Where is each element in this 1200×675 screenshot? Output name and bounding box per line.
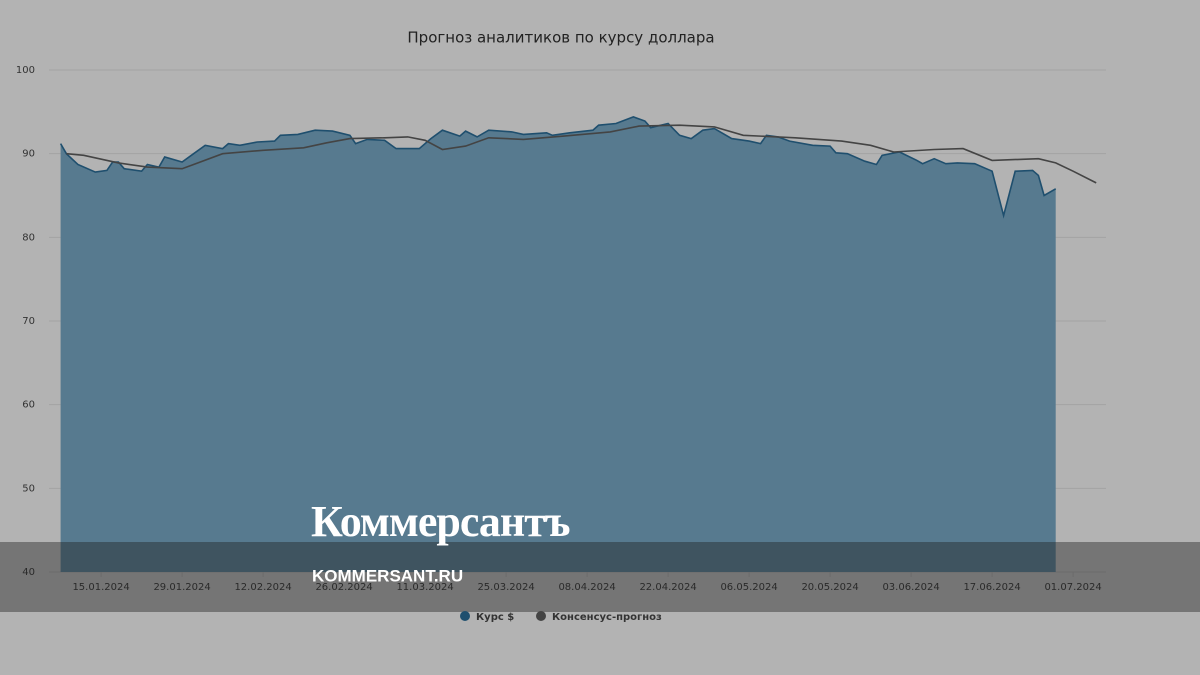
legend: Курс $ Консенсус-прогноз bbox=[460, 611, 662, 623]
y-tick-label: 40 bbox=[22, 567, 35, 578]
area bbox=[60, 116, 1056, 573]
x-tick-label: 06.05.2024 bbox=[720, 582, 777, 593]
x-tick-label: 11.03.2024 bbox=[396, 582, 453, 593]
x-tick-label: 25.03.2024 bbox=[477, 582, 534, 593]
watermark-band bbox=[0, 542, 1200, 612]
y-tick-label: 60 bbox=[22, 400, 35, 411]
legend-label: Курс $ bbox=[476, 612, 514, 623]
x-tick-label: 03.06.2024 bbox=[882, 582, 939, 593]
x-tick-label: 01.07.2024 bbox=[1044, 582, 1101, 593]
y-tick-label: 70 bbox=[22, 316, 35, 327]
x-tick-label: 26.02.2024 bbox=[315, 582, 372, 593]
x-tick-label: 22.04.2024 bbox=[639, 582, 696, 593]
line bbox=[66, 124, 1097, 184]
x-tick-label: 15.01.2024 bbox=[72, 582, 129, 593]
area-line bbox=[59, 116, 1057, 219]
x-tick-label: 29.01.2024 bbox=[153, 582, 210, 593]
x-tick-label: 12.02.2024 bbox=[234, 582, 291, 593]
legend-marker bbox=[536, 611, 546, 621]
legend-label: Консенсус-прогноз bbox=[552, 612, 662, 623]
watermark-logo: Коммерсантъ bbox=[311, 497, 570, 546]
y-tick-label: 100 bbox=[16, 65, 35, 76]
plot bbox=[59, 116, 1097, 573]
y-tick-label: 50 bbox=[22, 483, 35, 494]
legend-marker bbox=[460, 611, 470, 621]
chart-title: Прогноз аналитиков по курсу доллара bbox=[407, 29, 714, 47]
x-tick-label: 08.04.2024 bbox=[558, 582, 615, 593]
watermark-url: KOMMERSANT.RU bbox=[312, 566, 463, 585]
x-tick-label: 20.05.2024 bbox=[801, 582, 858, 593]
x-tick-label: 17.06.2024 bbox=[963, 582, 1020, 593]
y-tick-label: 80 bbox=[22, 232, 35, 243]
y-tick-label: 90 bbox=[22, 149, 35, 160]
